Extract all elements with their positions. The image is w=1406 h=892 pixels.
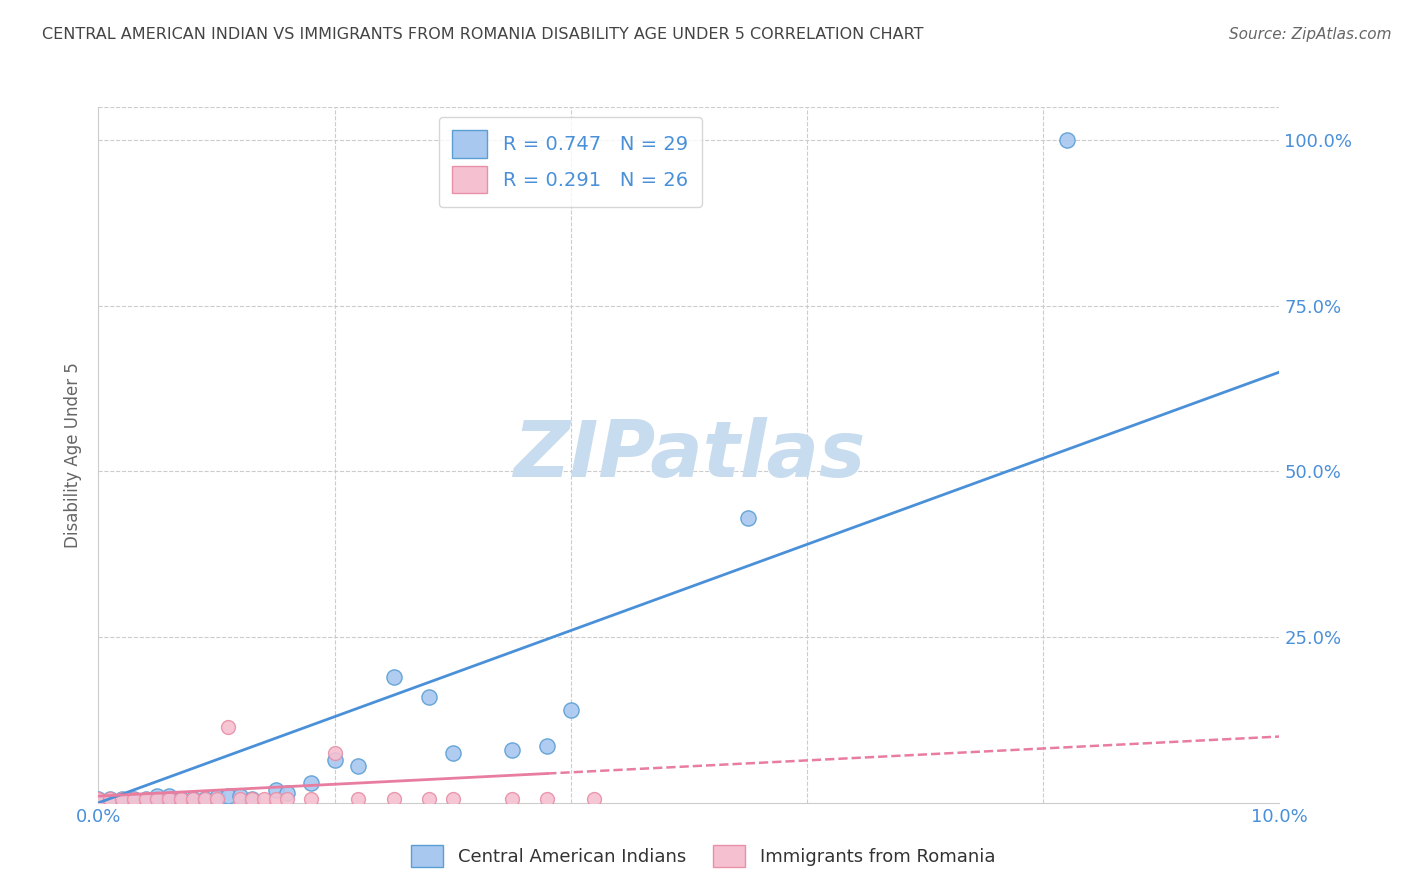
Legend: Central American Indians, Immigrants from Romania: Central American Indians, Immigrants fro… [404,838,1002,874]
Point [194,792,217,806]
Point [276,786,298,800]
Point [240,792,263,806]
Point [382,670,405,684]
Point [501,743,523,757]
Point [347,759,370,773]
Point [299,792,322,806]
Point [441,746,464,760]
Point [181,792,204,806]
Point [264,792,287,806]
Y-axis label: Disability Age Under 5: Disability Age Under 5 [65,362,83,548]
Text: Source: ZipAtlas.com: Source: ZipAtlas.com [1229,27,1392,42]
Point [170,792,193,806]
Legend: R = 0.747   N = 29, R = 0.291   N = 26: R = 0.747 N = 29, R = 0.291 N = 26 [439,117,702,207]
Point [98,792,121,806]
Point [253,792,276,806]
Point [122,792,145,806]
Point [501,792,523,806]
Point [194,792,217,806]
Point [299,776,322,790]
Point [157,792,180,806]
Point [157,792,180,806]
Point [536,792,558,806]
Text: CENTRAL AMERICAN INDIAN VS IMMIGRANTS FROM ROMANIA DISABILITY AGE UNDER 5 CORREL: CENTRAL AMERICAN INDIAN VS IMMIGRANTS FR… [42,27,924,42]
Point [347,792,370,806]
Point [323,753,346,767]
Point [229,789,252,804]
Point [276,792,298,806]
Point [382,792,405,806]
Point [122,792,145,806]
Text: ZIPatlas: ZIPatlas [513,417,865,493]
Point [98,792,121,806]
Point [146,792,169,806]
Point [87,792,110,806]
Point [217,789,239,804]
Point [111,792,134,806]
Point [560,703,582,717]
Point [418,792,440,806]
Point [146,792,169,806]
Point [583,792,606,806]
Point [135,792,157,806]
Point [536,739,558,754]
Point [157,789,180,804]
Point [217,720,239,734]
Point [323,746,346,760]
Point [205,792,228,806]
Point [146,789,169,804]
Point [181,792,204,806]
Point [737,511,759,525]
Point [240,792,263,806]
Point [441,792,464,806]
Point [111,792,134,806]
Point [87,792,110,806]
Point [418,690,440,704]
Point [229,792,252,806]
Point [170,792,193,806]
Point [135,792,157,806]
Point [205,790,228,805]
Point [1056,133,1078,147]
Point [264,782,287,797]
